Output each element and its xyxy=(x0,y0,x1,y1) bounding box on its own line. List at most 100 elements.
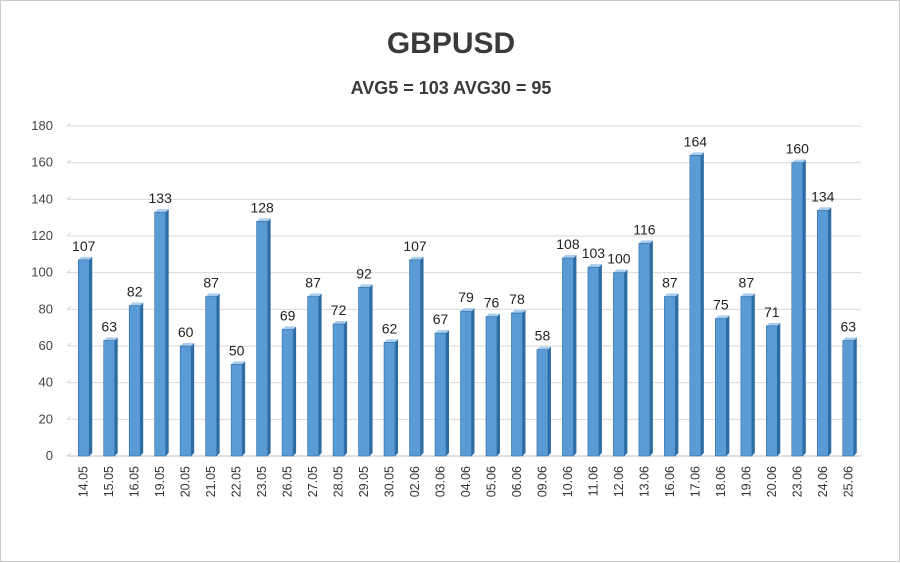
data-label: 160 xyxy=(786,141,810,157)
bar-top xyxy=(460,308,475,312)
gridline-depth xyxy=(66,159,72,164)
data-label: 87 xyxy=(305,275,321,291)
chart-subtitle: AVG5 = 103 AVG30 = 95 xyxy=(350,78,552,98)
data-label: 164 xyxy=(684,133,708,149)
bar-side xyxy=(700,152,704,457)
data-label: 107 xyxy=(403,238,427,254)
bar-side xyxy=(89,256,93,456)
bar-top xyxy=(231,361,246,365)
bar-side xyxy=(675,293,679,456)
bar xyxy=(205,296,217,457)
bar-top xyxy=(129,302,144,306)
data-label: 79 xyxy=(458,289,474,305)
bar-top xyxy=(817,207,832,211)
bar xyxy=(485,316,498,457)
data-label: 69 xyxy=(280,308,296,324)
data-label: 78 xyxy=(509,291,525,307)
data-label: 60 xyxy=(178,324,194,340)
bar xyxy=(256,221,268,457)
data-label: 87 xyxy=(739,275,755,291)
x-tick-label: 21.05 xyxy=(204,466,218,497)
bar-top xyxy=(842,337,857,341)
x-tick-label: 25.06 xyxy=(841,466,855,497)
bar xyxy=(689,155,702,457)
x-tick-label: 14.05 xyxy=(77,466,91,497)
data-label: 108 xyxy=(556,236,580,252)
bar-side xyxy=(114,337,118,456)
x-tick-label: 06.06 xyxy=(510,466,524,497)
data-label: 75 xyxy=(713,297,729,313)
y-tick-label: 40 xyxy=(39,375,53,390)
bar-top xyxy=(791,159,806,163)
bar-side xyxy=(547,346,551,456)
data-label: 76 xyxy=(484,295,500,311)
x-tick-label: 04.06 xyxy=(459,466,473,497)
bar-top xyxy=(154,209,169,213)
bar xyxy=(664,296,676,457)
y-tick-label: 160 xyxy=(31,155,53,170)
y-tick-label: 140 xyxy=(31,191,53,206)
bar-side xyxy=(802,159,806,456)
bar-side xyxy=(496,313,500,456)
bar-side xyxy=(446,330,450,456)
bar xyxy=(587,266,600,457)
bar-top xyxy=(180,343,195,346)
x-tick-label: 24.06 xyxy=(816,466,830,497)
x-tick-label: 12.06 xyxy=(612,466,626,497)
bar xyxy=(307,296,319,457)
bar-top xyxy=(205,293,220,297)
bar-side xyxy=(318,293,322,456)
x-tick-label: 29.05 xyxy=(357,466,371,497)
bar-top xyxy=(715,315,730,319)
data-label: 82 xyxy=(127,284,143,300)
gridline-depth xyxy=(66,195,72,200)
x-tick-label: 15.05 xyxy=(102,466,116,497)
bar xyxy=(842,340,855,457)
bar xyxy=(562,257,574,457)
bar xyxy=(816,210,829,457)
bar-side xyxy=(853,337,857,456)
bar-side xyxy=(471,308,475,456)
data-label: 103 xyxy=(582,245,606,261)
bar-top xyxy=(536,346,551,350)
bar-side xyxy=(242,361,246,456)
bar-top xyxy=(78,256,93,260)
bar xyxy=(128,305,141,457)
bar-side xyxy=(420,256,424,456)
bar-side xyxy=(649,240,653,456)
bar-side xyxy=(344,321,348,456)
bar xyxy=(715,318,727,457)
x-tick-label: 23.06 xyxy=(790,466,804,497)
y-tick-label: 60 xyxy=(39,338,53,353)
gridline-depth xyxy=(66,232,72,237)
data-label: 71 xyxy=(764,304,780,320)
x-tick-label: 23.05 xyxy=(255,466,269,497)
y-tick-label: 80 xyxy=(39,301,53,316)
bar xyxy=(434,332,447,457)
bar-side xyxy=(267,218,271,456)
bar-top xyxy=(358,284,373,288)
data-label: 133 xyxy=(149,190,173,206)
data-label: 116 xyxy=(633,221,656,237)
data-label: 63 xyxy=(840,319,856,335)
bar-side xyxy=(191,343,195,456)
bar-top xyxy=(664,293,679,297)
y-tick-label: 100 xyxy=(31,265,53,280)
gridline-depth xyxy=(66,342,72,347)
x-tick-label: 19.06 xyxy=(739,466,753,497)
bar xyxy=(460,310,472,457)
data-label: 62 xyxy=(382,320,398,336)
bar-top xyxy=(613,269,628,273)
bar-side xyxy=(726,315,730,456)
chart-title: GBPUSD xyxy=(386,27,516,60)
x-tick-label: 17.06 xyxy=(688,466,702,497)
gridline-depth xyxy=(66,415,72,420)
bar xyxy=(103,340,116,457)
data-label: 134 xyxy=(811,188,835,204)
bar-top xyxy=(766,322,781,326)
bar xyxy=(638,243,651,457)
gridline-depth xyxy=(66,305,72,310)
gridline-depth xyxy=(66,122,72,127)
bar xyxy=(154,211,166,457)
